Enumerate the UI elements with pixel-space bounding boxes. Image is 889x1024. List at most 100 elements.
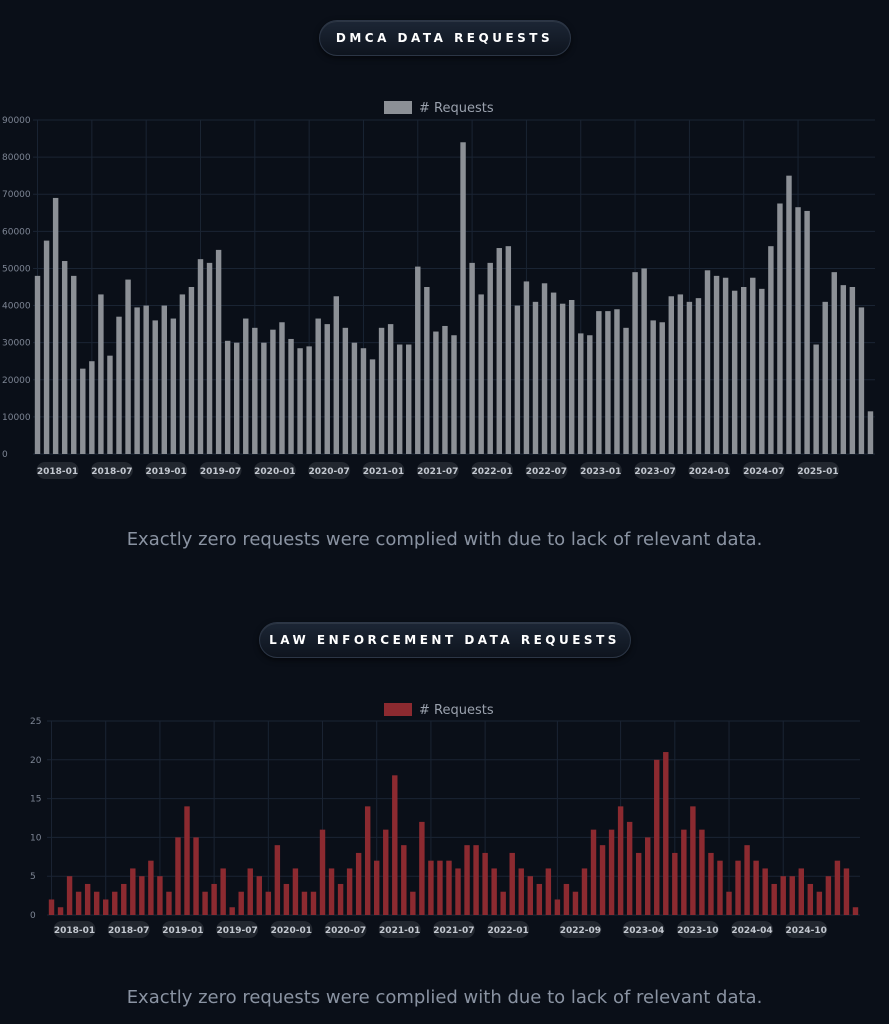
dmca-x-tick-pill (416, 462, 459, 479)
le-bar (319, 829, 326, 915)
dmca-bar (34, 275, 41, 454)
dmca-x-tick-label: 2023-01 (580, 467, 621, 477)
dmca-bar (261, 342, 267, 454)
dmca-bar (215, 249, 222, 454)
dmca-x-tick: 2018-01 (36, 462, 79, 479)
dmca-bar (677, 294, 684, 454)
dmca-y-tick-label: 20000 (2, 376, 31, 386)
le-x-tick-pill (161, 921, 204, 938)
le-bar (211, 883, 217, 915)
le-bar (608, 829, 615, 915)
le-legend-swatch (384, 703, 412, 716)
dmca-y-tick-label: 0 (2, 450, 8, 460)
dmca-bar (858, 307, 865, 454)
dmca-bar (686, 301, 693, 454)
le-bar (807, 883, 814, 915)
le-bar (527, 876, 533, 915)
dmca-bar (387, 324, 394, 454)
dmca-bar (523, 281, 530, 454)
dmca-y-tick-label: 40000 (2, 302, 31, 312)
le-bar (446, 860, 452, 915)
le-x-tick: 2021-07 (432, 921, 475, 938)
le-bar (572, 891, 579, 915)
dmca-y-tick-label: 80000 (2, 153, 31, 163)
le-bar (798, 868, 804, 915)
dmca-x-tick-pill (308, 462, 351, 479)
le-bar (392, 775, 398, 915)
le-bar (581, 868, 588, 915)
le-x-tick-label: 2018-01 (54, 926, 95, 936)
le-x-tick-pill (676, 921, 719, 938)
le-bar (193, 837, 199, 915)
dmca-bar (632, 272, 638, 454)
dmca-y-tick-label: 30000 (2, 339, 31, 349)
dmca-bar (614, 309, 620, 454)
le-x-tick-pill (785, 921, 828, 938)
dmca-bar (297, 348, 303, 454)
le-bar (157, 876, 163, 915)
dmca-bar (541, 283, 548, 454)
dmca-x-tick-label: 2019-07 (200, 467, 241, 477)
dmca-legend: # Requests (384, 101, 494, 116)
le-bar (66, 876, 73, 915)
dmca-x-tick: 2019-07 (199, 462, 242, 479)
le-bar (708, 852, 714, 915)
le-bar (473, 845, 479, 915)
dmca-x-tick-pill (199, 462, 242, 479)
le-bar (301, 891, 308, 915)
dmca-bar (224, 340, 231, 454)
dmca-bar (596, 311, 602, 454)
le-bar (681, 829, 687, 915)
dmca-bar (813, 344, 819, 454)
le-bar (663, 752, 669, 915)
dmca-bar (786, 175, 792, 454)
le-bar (401, 845, 407, 915)
dmca-x-tick-pill (797, 462, 840, 479)
le-legend-label: # Requests (419, 703, 494, 718)
dmca-bar (378, 327, 385, 454)
dmca-bar (288, 338, 294, 454)
le-bar (419, 821, 425, 915)
dmca-bar (415, 266, 421, 454)
dmca-bar (460, 142, 466, 454)
le-bar (437, 860, 443, 915)
dmca-bar (116, 316, 122, 454)
le-x-tick-pill (270, 921, 313, 938)
dmca-bar (43, 240, 50, 454)
dmca-bar (61, 261, 68, 454)
le-x-tick-label: 2022-09 (560, 926, 601, 936)
dmca-x-tick-pill (362, 462, 405, 479)
le-x-tick-pill (622, 921, 665, 938)
dmca-bar (822, 301, 828, 454)
le-x-tick-label: 2024-04 (731, 926, 772, 936)
dmca-x-tick-pill (90, 462, 133, 479)
le-bar (744, 845, 750, 915)
le-y-tick-label: 5 (30, 872, 36, 882)
dmca-x-tick-label: 2018-01 (37, 467, 78, 477)
le-bar (428, 860, 434, 915)
dmca-bar (80, 368, 86, 454)
le-x-tick-pill (107, 921, 150, 938)
dmca-x-tick: 2022-07 (525, 462, 568, 479)
le-bar (816, 891, 823, 915)
dmca-y-tick-label: 70000 (2, 190, 31, 200)
dmca-bar (206, 262, 213, 454)
le-legend: # Requests (384, 703, 494, 718)
dmca-bar (433, 331, 439, 454)
le-bar (93, 891, 100, 915)
le-bar (834, 860, 841, 915)
dmca-x-tick: 2021-07 (416, 462, 459, 479)
le-bar (410, 891, 416, 915)
dmca-bar (179, 294, 186, 454)
le-bar (84, 883, 91, 915)
dmca-bar (469, 262, 475, 454)
le-x-tick-label: 2020-07 (325, 926, 366, 936)
dmca-bar (279, 322, 285, 454)
dmca-bar (849, 287, 856, 454)
le-x-tick-label: 2021-01 (379, 926, 420, 936)
dmca-x-tick-label: 2019-01 (146, 467, 187, 477)
dmca-caption: Exactly zero requests were complied with… (126, 529, 763, 550)
le-bar (500, 891, 506, 915)
le-bar (852, 907, 859, 915)
le-bar (536, 883, 543, 915)
